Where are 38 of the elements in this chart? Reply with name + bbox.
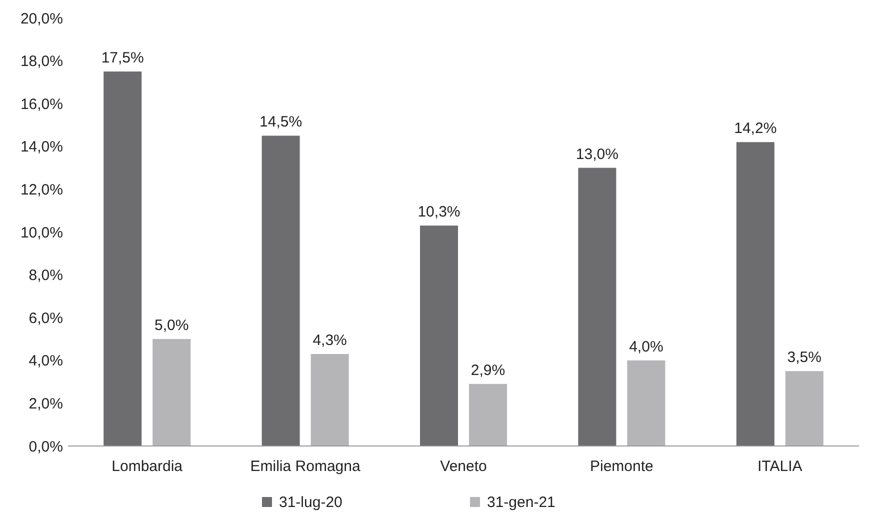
bar xyxy=(785,371,824,446)
bar xyxy=(420,226,458,446)
y-tick-label: 12,0% xyxy=(20,181,63,198)
legend-label: 31-lug-20 xyxy=(279,494,342,511)
y-tick-label: 16,0% xyxy=(20,96,63,113)
data-label: 4,3% xyxy=(312,332,347,349)
legend-label: 31-gen-21 xyxy=(487,494,556,511)
x-tick-label: ITALIA xyxy=(758,458,802,475)
bar xyxy=(469,384,507,446)
data-label: 14,5% xyxy=(260,114,302,131)
bar xyxy=(578,168,616,446)
bar xyxy=(262,136,300,446)
bar xyxy=(736,142,774,446)
y-tick-label: 20,0% xyxy=(20,10,63,28)
y-tick-label: 10,0% xyxy=(20,224,63,242)
data-label: 3,5% xyxy=(787,349,822,366)
x-tick-label: Veneto xyxy=(440,458,487,475)
bar xyxy=(310,354,349,446)
x-tick-label: Lombardia xyxy=(112,458,184,475)
data-label: 4,0% xyxy=(629,338,664,356)
y-tick-label: 0,0% xyxy=(28,438,63,456)
data-label: 17,5% xyxy=(101,50,144,66)
data-label: 13,0% xyxy=(576,146,618,163)
y-tick-label: 14,0% xyxy=(20,138,63,156)
x-tick-label: Emilia Romagna xyxy=(250,458,361,475)
data-label: 5,0% xyxy=(154,317,189,334)
y-tick-label: 2,0% xyxy=(28,395,63,412)
data-label: 10,3% xyxy=(418,204,460,221)
bar xyxy=(152,339,191,446)
bar xyxy=(104,72,142,446)
x-tick-label: Piemonte xyxy=(590,458,654,475)
y-tick-label: 18,0% xyxy=(20,53,63,70)
data-label: 14,2% xyxy=(734,120,777,138)
data-label: 2,9% xyxy=(470,362,506,379)
y-tick-label: 4,0% xyxy=(28,352,63,370)
y-tick-label: 6,0% xyxy=(28,310,63,327)
y-tick-label: 8,0% xyxy=(28,267,63,284)
bar xyxy=(627,360,666,446)
